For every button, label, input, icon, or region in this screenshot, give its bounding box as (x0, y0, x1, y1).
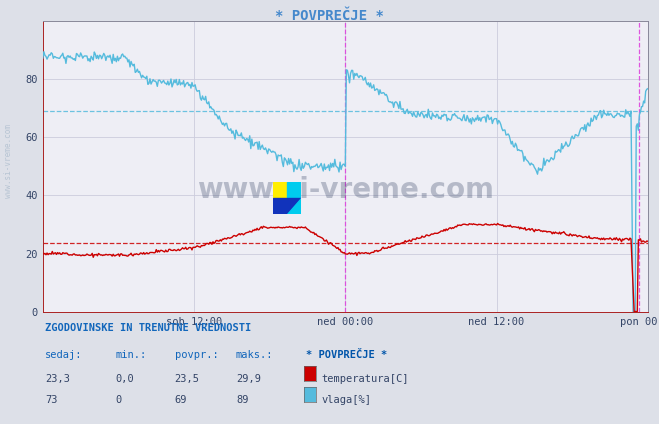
Text: 89: 89 (236, 395, 248, 405)
Text: min.:: min.: (115, 350, 146, 360)
Text: ZGODOVINSKE IN TRENUTNE VREDNOSTI: ZGODOVINSKE IN TRENUTNE VREDNOSTI (45, 323, 251, 333)
Text: 29,9: 29,9 (236, 374, 261, 384)
Text: * POVPREČJE *: * POVPREČJE * (275, 9, 384, 23)
Polygon shape (287, 198, 301, 214)
Text: * POVPREČJE *: * POVPREČJE * (306, 350, 387, 360)
Text: 0,0: 0,0 (115, 374, 134, 384)
Text: www.si-vreme.com: www.si-vreme.com (4, 124, 13, 198)
Bar (287, 182, 301, 198)
Text: vlaga[%]: vlaga[%] (322, 395, 372, 405)
Text: temperatura[C]: temperatura[C] (322, 374, 409, 384)
Polygon shape (273, 198, 301, 214)
Text: 0: 0 (115, 395, 121, 405)
Text: 23,5: 23,5 (175, 374, 200, 384)
Text: povpr.:: povpr.: (175, 350, 218, 360)
Text: sedaj:: sedaj: (45, 350, 82, 360)
Bar (273, 182, 287, 198)
Text: www.si-vreme.com: www.si-vreme.com (197, 176, 494, 204)
Text: 73: 73 (45, 395, 57, 405)
Text: maks.:: maks.: (236, 350, 273, 360)
Text: 23,3: 23,3 (45, 374, 70, 384)
Text: 69: 69 (175, 395, 187, 405)
